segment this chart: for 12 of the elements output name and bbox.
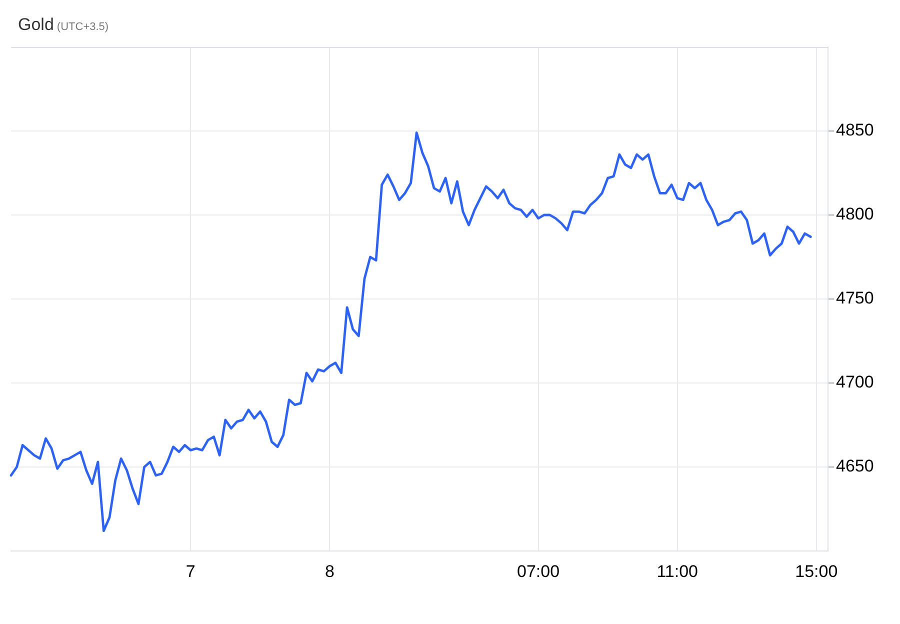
y-tick-label: 4800 — [836, 204, 874, 224]
chart-title: Gold — [18, 15, 54, 34]
x-tick-label: 15:00 — [795, 562, 838, 581]
y-tick-label: 4650 — [836, 456, 874, 476]
x-tick-label: 7 — [186, 562, 196, 581]
y-tick-label: 4850 — [836, 120, 874, 140]
chart-subtitle: (UTC+3.5) — [56, 21, 109, 33]
y-tick-label: 4750 — [836, 288, 874, 308]
y-tick-label: 4700 — [836, 372, 874, 392]
x-tick-label: 07:00 — [517, 562, 560, 581]
x-tick-label: 11:00 — [656, 562, 698, 581]
x-tick-label: 8 — [324, 562, 334, 581]
